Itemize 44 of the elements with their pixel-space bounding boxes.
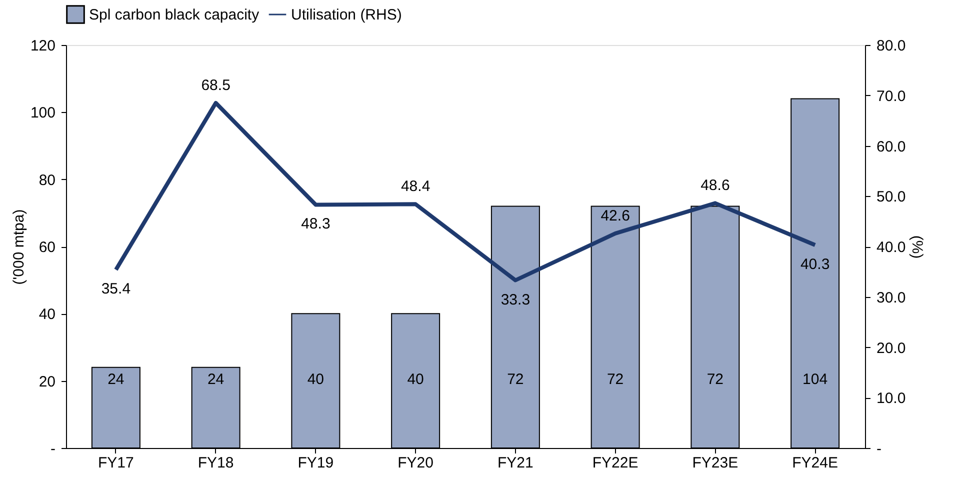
legend-label: Utilisation (RHS) [291, 6, 402, 24]
data-label: 42.6 [600, 207, 630, 224]
data-label: 72 [507, 371, 524, 388]
legend-label: Spl carbon black capacity [89, 6, 260, 24]
data-label: 35.4 [101, 280, 131, 298]
y2-tick-label: 60.0 [876, 138, 906, 156]
x-tick-label: FY20 [398, 454, 434, 472]
x-tick-label: FY18 [198, 454, 234, 472]
data-label: 40 [407, 371, 424, 388]
y2-tick-label: 20.0 [876, 340, 906, 357]
y-tick-label: 80 [38, 172, 56, 189]
x-tick-label: FY21 [498, 454, 534, 472]
y2-tick-label: 50.0 [876, 188, 906, 206]
data-label: 104 [802, 371, 828, 388]
y2-tick-label: - [876, 440, 882, 458]
y-tick-label: 40 [38, 306, 56, 324]
x-tick-label: FY24E [792, 454, 838, 472]
y2-tick-label: 30.0 [876, 289, 906, 306]
data-label: 68.5 [201, 76, 230, 94]
data-label: 48.4 [400, 178, 430, 196]
x-tick-label: FY17 [98, 454, 134, 472]
data-label: 24 [207, 371, 224, 388]
x-tick-label: FY23E [692, 454, 738, 472]
x-tick-label: FY22E [592, 454, 638, 472]
y2-tick-label: 10.0 [876, 390, 906, 408]
x-tick-label: FY19 [298, 454, 334, 472]
y-tick-label: 20 [38, 373, 56, 390]
data-label: 48.3 [301, 216, 330, 233]
y-tick-label: - [50, 440, 56, 458]
data-label: 33.3 [500, 291, 530, 308]
y-tick-label: 100 [30, 104, 56, 122]
y-tick-label: 120 [30, 38, 56, 54]
y2-tick-label: 40.0 [876, 239, 906, 256]
data-label: 40.3 [800, 256, 830, 273]
y2-axis-title: (%) [908, 235, 926, 259]
y2-tick-label: 80.0 [876, 38, 906, 54]
y-tick-label: 60 [38, 239, 56, 256]
data-label: 72 [606, 371, 624, 388]
data-label: 48.6 [700, 177, 730, 194]
y2-tick-label: 70.0 [876, 88, 906, 105]
y-axis-title: ('000 mtpa) [10, 209, 28, 285]
data-label: 24 [108, 371, 124, 388]
data-label: 40 [307, 371, 324, 388]
data-label: 72 [706, 371, 724, 388]
